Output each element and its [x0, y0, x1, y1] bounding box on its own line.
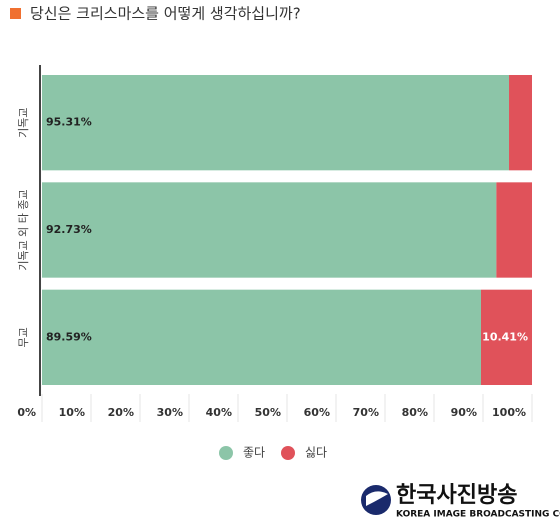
x-tick-label: 10% — [59, 406, 85, 419]
value-label: 95.31% — [46, 116, 92, 129]
chart-title: 당신은 크리스마스를 어떻게 생각하십니까? — [30, 5, 301, 23]
legend-label: 싫다 — [305, 446, 327, 460]
bar-segment — [42, 289, 481, 385]
bar-segment — [496, 182, 532, 278]
x-tick-label: 20% — [108, 406, 134, 419]
logo-english: KOREA IMAGE BROADCASTING CO. — [396, 510, 560, 520]
x-tick-label: 0% — [17, 406, 36, 419]
value-label: 10.41% — [482, 330, 528, 343]
title-marker — [10, 8, 21, 19]
x-tick-label: 30% — [157, 406, 183, 419]
x-tick-label: 90% — [451, 406, 477, 419]
logo-icon-mark — [366, 491, 388, 506]
legend-swatch — [281, 446, 295, 460]
category-label: 기독교 — [17, 107, 30, 137]
x-tick-label: 60% — [304, 406, 330, 419]
category-label: 기독교 외 타 종교 — [17, 189, 30, 270]
bar-segment — [480, 289, 532, 385]
legend-swatch — [219, 446, 233, 460]
category-label: 무교 — [17, 327, 30, 347]
legend-label: 좋다 — [243, 446, 265, 460]
bar-segment — [42, 75, 510, 171]
value-label: 89.59% — [46, 330, 92, 343]
x-tick-label: 70% — [353, 406, 379, 419]
logo: 한국사진방송 KOREA IMAGE BROADCASTING CO. — [361, 483, 560, 520]
value-label: 92.73% — [46, 223, 92, 236]
bar-segment — [42, 182, 497, 278]
x-tick-label: 40% — [206, 406, 232, 419]
x-tick-label: 80% — [402, 406, 428, 419]
x-tick-label: 100% — [492, 406, 526, 419]
bar-segment — [509, 75, 532, 171]
logo-name: 한국사진방송 — [396, 483, 517, 508]
x-tick-label: 50% — [255, 406, 281, 419]
